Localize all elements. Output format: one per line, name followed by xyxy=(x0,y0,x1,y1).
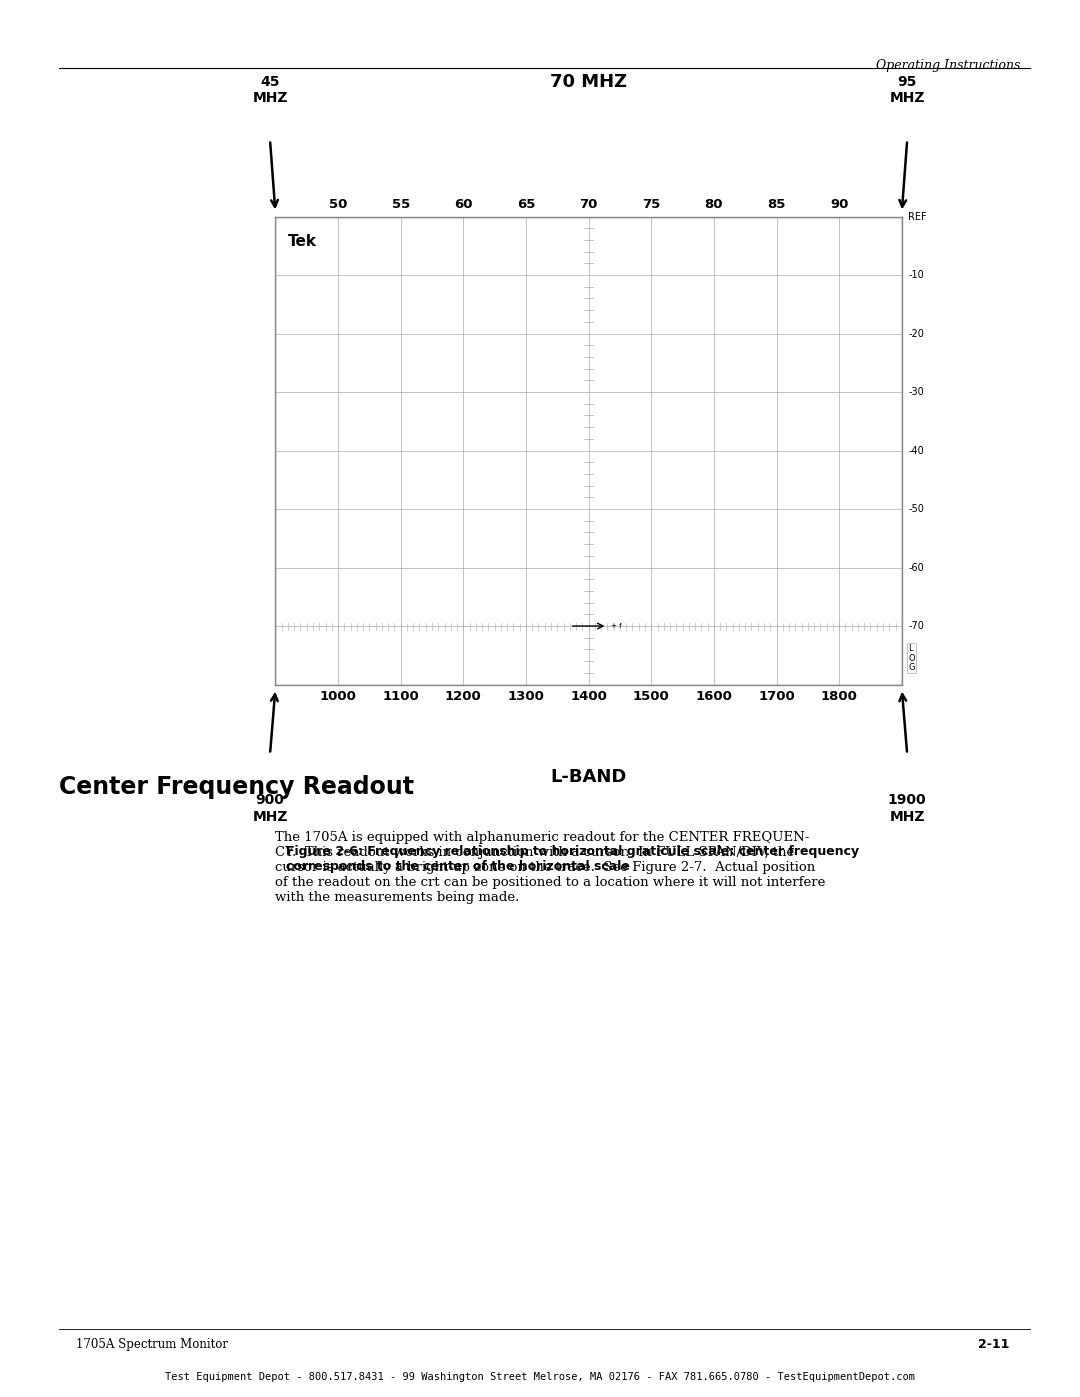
Text: 900
MHZ: 900 MHZ xyxy=(253,793,287,824)
Text: 75: 75 xyxy=(643,198,660,211)
Text: 2-11: 2-11 xyxy=(978,1338,1010,1351)
Text: 65: 65 xyxy=(516,198,536,211)
Text: 1500: 1500 xyxy=(633,690,670,703)
Text: 45
MHZ: 45 MHZ xyxy=(253,74,287,105)
Text: 1400: 1400 xyxy=(570,690,607,703)
Text: Center Frequency Readout: Center Frequency Readout xyxy=(59,775,415,799)
Text: -60: -60 xyxy=(908,563,923,573)
Text: Figure 2-6: Frequency relationship to horizontal graticule scale; center frequen: Figure 2-6: Frequency relationship to ho… xyxy=(286,845,860,873)
Text: 50: 50 xyxy=(328,198,348,211)
Text: 70 MHZ: 70 MHZ xyxy=(550,73,627,91)
Text: 1705A Spectrum Monitor: 1705A Spectrum Monitor xyxy=(76,1338,228,1351)
Text: 85: 85 xyxy=(767,198,786,211)
Text: L-BAND: L-BAND xyxy=(551,768,626,787)
Text: 60: 60 xyxy=(454,198,473,211)
Text: L
O
G: L O G xyxy=(908,644,915,672)
Text: Tek: Tek xyxy=(288,235,316,249)
Text: 1600: 1600 xyxy=(696,690,732,703)
Text: 1900
MHZ: 1900 MHZ xyxy=(888,793,927,824)
Text: 1000: 1000 xyxy=(320,690,356,703)
Text: 1800: 1800 xyxy=(821,690,858,703)
Text: -50: -50 xyxy=(908,504,923,514)
Text: 1700: 1700 xyxy=(758,690,795,703)
Text: Operating Instructions: Operating Instructions xyxy=(876,59,1021,73)
Text: 1200: 1200 xyxy=(445,690,482,703)
Text: -10: -10 xyxy=(908,270,923,279)
Text: -70: -70 xyxy=(908,622,923,631)
Text: REF: REF xyxy=(908,211,927,222)
Text: 90: 90 xyxy=(829,198,849,211)
Text: 1300: 1300 xyxy=(508,690,544,703)
Text: -40: -40 xyxy=(908,446,923,455)
Text: -20: -20 xyxy=(908,328,923,338)
Text: 55: 55 xyxy=(392,198,409,211)
Text: 80: 80 xyxy=(704,198,724,211)
Text: + f: + f xyxy=(610,623,621,629)
Text: The 1705A is equipped with alphanumeric readout for the CENTER FREQUEN-
CY.  Thi: The 1705A is equipped with alphanumeric … xyxy=(275,831,826,904)
Text: Test Equipment Depot - 800.517.8431 - 99 Washington Street Melrose, MA 02176 - F: Test Equipment Depot - 800.517.8431 - 99… xyxy=(165,1372,915,1382)
Text: 95
MHZ: 95 MHZ xyxy=(890,74,924,105)
Text: -30: -30 xyxy=(908,387,923,397)
Text: 1100: 1100 xyxy=(382,690,419,703)
Text: 70: 70 xyxy=(579,198,598,211)
